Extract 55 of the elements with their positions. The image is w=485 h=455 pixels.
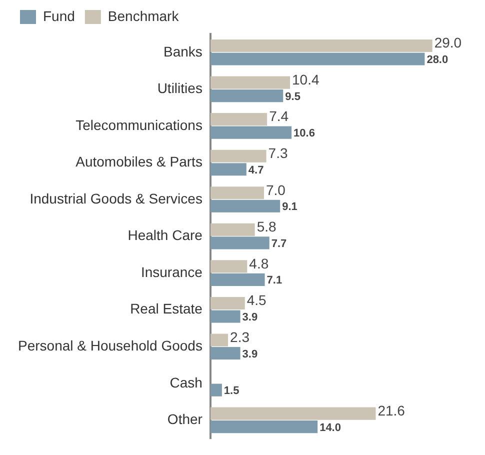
bar [210,384,222,396]
bar [210,200,280,212]
bar [210,90,284,102]
data-label: 14.0 [320,422,341,434]
data-label: 7.1 [266,274,282,287]
data-label: 3.9 [242,312,258,324]
data-label: 3.9 [242,348,258,360]
bar [210,186,264,200]
data-label: 21.6 [378,402,406,418]
y-tick-label: Health Care [128,227,203,244]
y-tick-label: Personal & Household Goods [18,338,202,354]
data-label: 2.3 [230,328,250,345]
bar [210,113,268,126]
data-label: 1.5 [224,385,240,398]
data-label: 9.5 [285,90,300,103]
data-label: 4.5 [246,292,267,308]
bar [210,407,376,420]
y-tick-label: Real Estate [130,300,203,317]
bar [210,296,245,310]
legend-label: Benchmark [108,8,180,24]
bar [210,223,255,236]
bar [210,420,318,434]
data-label: 4.8 [249,255,269,272]
data-label: 9.1 [282,201,298,214]
y-tick-label: Banks [164,43,202,60]
bar [210,126,292,139]
bar [210,163,246,176]
bar [210,150,266,162]
y-tick-label: Telecommunications [76,116,202,133]
data-label: 7.0 [266,182,286,198]
y-tick-label: Utilities [157,80,202,96]
data-label: 28.0 [426,54,448,66]
bar [210,310,240,323]
bar [210,52,425,66]
bar [210,273,265,286]
data-label: 5.8 [256,218,277,235]
data-label: 10.4 [292,71,320,88]
data-label: 29.0 [434,34,462,51]
y-tick-label: Automobiles & Parts [76,154,202,170]
bar [210,76,290,89]
data-label: 7.7 [271,238,287,250]
y-tick-label: Cash [170,374,202,390]
bar [210,39,432,52]
data-label: 4.7 [248,164,264,176]
legend-label: Fund [43,8,75,24]
data-label: 10.6 [294,128,315,140]
bar [210,260,248,273]
bar [210,334,228,346]
y-tick-label: Insurance [140,264,203,280]
data-label: 7.4 [269,108,289,124]
data-label: 7.3 [268,144,288,161]
bar [210,236,270,250]
y-tick-label: Other [167,411,203,428]
bar [210,346,240,360]
y-tick-label: Industrial Goods & Services [30,190,202,206]
